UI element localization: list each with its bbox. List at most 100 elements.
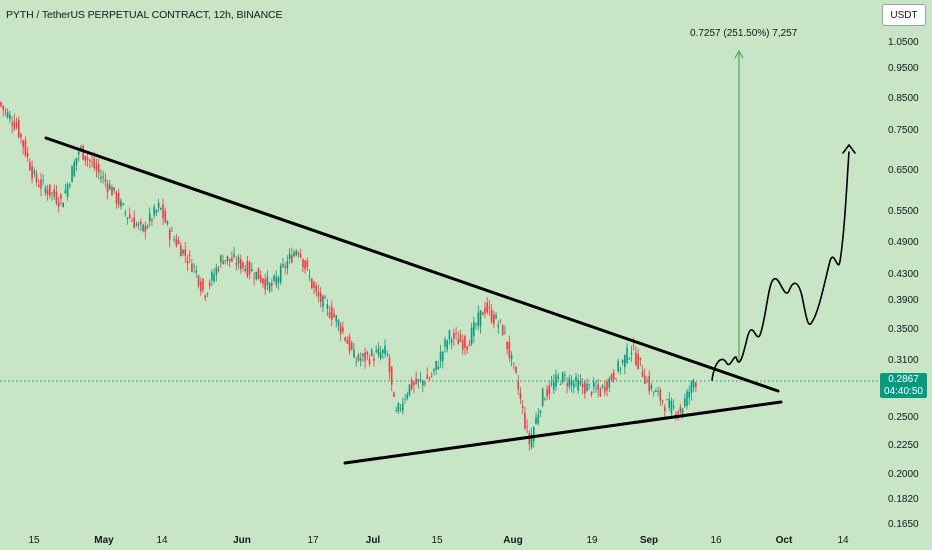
candle-body bbox=[95, 164, 98, 171]
x-tick-label: 19 bbox=[586, 535, 598, 546]
candle-body bbox=[217, 269, 220, 271]
y-tick-label: 0.9500 bbox=[888, 63, 919, 74]
candle-body bbox=[42, 180, 44, 181]
candle-body bbox=[581, 383, 584, 388]
candle-body bbox=[231, 257, 233, 262]
candle-body bbox=[599, 388, 602, 397]
candle-body bbox=[404, 399, 406, 401]
candle-body bbox=[239, 259, 242, 270]
candle-body bbox=[675, 414, 677, 416]
candle-body bbox=[277, 277, 280, 283]
candle-body bbox=[515, 367, 517, 373]
candle-body bbox=[468, 345, 471, 347]
candle-body bbox=[572, 383, 575, 388]
candle-body bbox=[206, 293, 209, 295]
candle-body bbox=[513, 362, 515, 364]
candle-body bbox=[535, 417, 537, 425]
candle-body bbox=[373, 358, 375, 361]
candle-body bbox=[368, 359, 371, 364]
candle-body bbox=[566, 383, 568, 387]
candle-body bbox=[688, 391, 690, 398]
candle-body bbox=[504, 332, 506, 334]
candle-body bbox=[604, 386, 606, 393]
candle-body bbox=[621, 360, 624, 364]
candle-body bbox=[364, 352, 366, 362]
candle-body bbox=[157, 202, 160, 208]
candle-body bbox=[384, 345, 386, 355]
candle-body bbox=[173, 239, 175, 241]
candle-body bbox=[111, 186, 113, 196]
candle-body bbox=[457, 339, 460, 345]
candle-body bbox=[546, 388, 548, 397]
candle-body bbox=[117, 193, 120, 206]
y-tick-label: 1.0500 bbox=[888, 37, 919, 48]
candle-body bbox=[251, 269, 253, 272]
candle-body bbox=[561, 372, 564, 383]
candle-body bbox=[359, 358, 362, 361]
candle-body bbox=[530, 434, 533, 448]
candle-body bbox=[237, 257, 240, 264]
x-axis[interactable]: 15 May 14 Jun 17 Jul 15 Aug 19 Sep 16 Oc… bbox=[28, 535, 849, 546]
candle-body bbox=[100, 176, 102, 179]
currency-button[interactable]: USDT bbox=[882, 4, 926, 26]
candle-body bbox=[308, 276, 311, 277]
candle-body bbox=[568, 378, 571, 387]
candle-body bbox=[86, 157, 89, 160]
candle-body bbox=[89, 159, 91, 162]
candle-body bbox=[439, 352, 442, 361]
candle-body bbox=[106, 183, 109, 192]
candle-body bbox=[162, 204, 164, 218]
candle-body bbox=[601, 385, 604, 388]
candle-body bbox=[393, 392, 395, 397]
chart-title: PYTH / TetherUS PERPETUAL CONTRACT, 12h,… bbox=[6, 9, 283, 21]
candle-body bbox=[288, 253, 291, 260]
candle-body bbox=[484, 307, 486, 313]
x-tick-label: 16 bbox=[710, 535, 722, 546]
y-tick-label: 0.3900 bbox=[888, 295, 919, 306]
candle-body bbox=[544, 399, 546, 401]
last-price-value: 0.2867 bbox=[888, 374, 919, 385]
candle-body bbox=[22, 140, 24, 148]
candle-body bbox=[204, 295, 207, 299]
candle-body bbox=[590, 391, 593, 395]
candle-body bbox=[584, 382, 586, 394]
candle-body bbox=[344, 337, 346, 341]
candle-body bbox=[493, 314, 495, 324]
candle-body bbox=[299, 253, 302, 258]
candle-body bbox=[357, 354, 360, 361]
candle-body bbox=[291, 255, 293, 263]
candle-body bbox=[353, 349, 355, 358]
candle-body bbox=[681, 408, 684, 415]
candle-body bbox=[408, 384, 411, 395]
candle-body bbox=[506, 341, 508, 350]
candle-body bbox=[197, 275, 200, 287]
candle-body bbox=[559, 384, 562, 385]
projection-arrowhead bbox=[734, 49, 744, 59]
candle-body bbox=[588, 383, 591, 385]
candle-body bbox=[577, 380, 579, 391]
candle-body bbox=[282, 263, 284, 267]
candle-body bbox=[219, 255, 222, 263]
candle-body bbox=[2, 105, 5, 110]
x-tick-label: Sep bbox=[640, 535, 658, 546]
candle-body bbox=[333, 313, 335, 318]
candle-body bbox=[297, 252, 300, 255]
candle-body bbox=[20, 133, 22, 138]
y-tick-label: 0.1650 bbox=[888, 519, 919, 530]
candle-body bbox=[499, 319, 502, 321]
candle-body bbox=[102, 176, 104, 178]
candle-body bbox=[419, 379, 422, 380]
candle-body bbox=[29, 161, 31, 171]
candle-body bbox=[49, 184, 51, 196]
candle-body bbox=[366, 352, 369, 355]
y-axis[interactable]: 1.0500 0.9500 0.8500 0.7500 0.6500 0.550… bbox=[888, 37, 919, 530]
candle-body bbox=[275, 276, 278, 286]
candle-body bbox=[348, 336, 351, 352]
y-tick-label: 0.4900 bbox=[888, 237, 919, 248]
candle-body bbox=[151, 218, 153, 221]
candle-body bbox=[142, 224, 144, 231]
candle-body bbox=[224, 260, 227, 262]
candle-body bbox=[126, 217, 129, 219]
